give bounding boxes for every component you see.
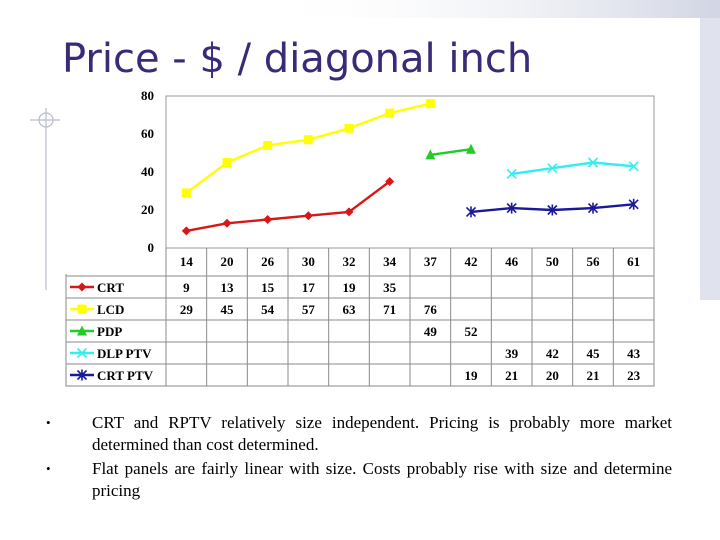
- table-cell-value: 15: [261, 280, 275, 295]
- x-tick-label: 32: [343, 254, 356, 269]
- legend-marker: [77, 325, 87, 336]
- table-cell-value: 19: [343, 280, 357, 295]
- data-point: [506, 168, 517, 179]
- series-line: [430, 148, 472, 157]
- table-cell-value: 43: [627, 346, 641, 361]
- table-cell-value: 71: [383, 302, 396, 317]
- legend-label: PDP: [97, 324, 122, 339]
- table-cell-value: 13: [221, 280, 235, 295]
- y-tick-label: 80: [141, 88, 154, 103]
- data-point: [263, 140, 273, 150]
- table-cell-value: 49: [424, 324, 438, 339]
- table-cell-value: 21: [505, 368, 518, 383]
- slide-title: Price - $ / diagonal inch: [62, 36, 533, 82]
- data-point: [222, 218, 232, 228]
- data-point: [181, 188, 191, 198]
- data-point: [385, 108, 395, 118]
- x-tick-label: 50: [546, 254, 559, 269]
- table-cell-value: 9: [183, 280, 190, 295]
- x-tick-label: 26: [261, 254, 275, 269]
- legend-label: CRT PTV: [97, 368, 154, 383]
- table-cell-value: 20: [546, 368, 559, 383]
- legend-marker: [76, 369, 88, 381]
- table-cell-value: 45: [587, 346, 601, 361]
- bullet-item: • Flat panels are fairly linear with siz…: [46, 458, 672, 502]
- y-tick-label: 0: [148, 240, 155, 255]
- series-line: [511, 161, 634, 176]
- legend-label: CRT: [97, 280, 124, 295]
- bullet-marker: •: [46, 461, 51, 476]
- data-point: [587, 202, 599, 214]
- bullet-marker: •: [46, 415, 51, 430]
- table-cell-value: 21: [587, 368, 600, 383]
- decorative-circle-icon: [38, 112, 54, 128]
- table-cell-value: 76: [424, 302, 438, 317]
- data-point: [263, 215, 273, 224]
- x-tick-label: 61: [627, 254, 640, 269]
- bullet-item: • CRT and RPTV relatively size independe…: [46, 412, 672, 456]
- data-point: [385, 177, 395, 186]
- table-cell-value: 63: [343, 302, 357, 317]
- table-cell-value: 52: [465, 324, 478, 339]
- table-cell-value: 17: [302, 280, 316, 295]
- x-tick-label: 14: [180, 254, 194, 269]
- data-point: [466, 143, 476, 154]
- decorative-side-band: [700, 0, 720, 300]
- legend-marker: [77, 282, 87, 292]
- decorative-header-band: [260, 0, 720, 18]
- data-point: [547, 204, 558, 216]
- legend-marker: [77, 304, 87, 314]
- y-tick-label: 20: [141, 202, 154, 217]
- data-point: [303, 135, 313, 145]
- y-tick-label: 60: [141, 126, 154, 141]
- x-tick-label: 46: [505, 254, 519, 269]
- data-point: [344, 123, 354, 133]
- bullet-text: CRT and RPTV relatively size independent…: [92, 413, 672, 454]
- x-tick-label: 34: [383, 254, 397, 269]
- x-tick-label: 20: [221, 254, 234, 269]
- plot-area: [165, 95, 655, 249]
- x-tick-label: 37: [424, 254, 438, 269]
- table-cell-value: 45: [221, 302, 235, 317]
- x-tick-label: 56: [587, 254, 601, 269]
- data-point: [425, 149, 436, 160]
- data-point: [547, 163, 558, 174]
- data-point: [628, 161, 639, 172]
- data-point: [465, 206, 477, 218]
- bullet-text: Flat panels are fairly linear with size.…: [92, 459, 672, 500]
- table-border: [65, 275, 655, 387]
- data-point: [222, 158, 232, 167]
- data-point: [344, 207, 354, 217]
- table-cell-value: 42: [546, 346, 559, 361]
- table-cell-value: 57: [302, 302, 316, 317]
- bullet-list: • CRT and RPTV relatively size independe…: [46, 412, 672, 504]
- table-cell-value: 39: [505, 346, 519, 361]
- table-cell-value: 19: [465, 368, 479, 383]
- y-tick-label: 40: [141, 164, 154, 179]
- data-point: [303, 211, 313, 221]
- table-cell-value: 35: [383, 280, 397, 295]
- x-tick-label: 42: [465, 254, 478, 269]
- x-tick-label: 30: [302, 254, 315, 269]
- data-point: [506, 202, 517, 214]
- table-cell-value: 54: [261, 302, 275, 317]
- legend-label: LCD: [97, 302, 124, 317]
- data-point: [628, 198, 639, 210]
- data-point: [587, 157, 599, 168]
- data-point: [181, 226, 191, 236]
- legend-marker: [76, 347, 88, 359]
- table-cell-value: 23: [627, 368, 641, 383]
- legend-label: DLP PTV: [97, 346, 152, 361]
- table-cell-value: 29: [180, 302, 194, 317]
- series-line: [186, 180, 391, 233]
- data-point: [425, 99, 435, 109]
